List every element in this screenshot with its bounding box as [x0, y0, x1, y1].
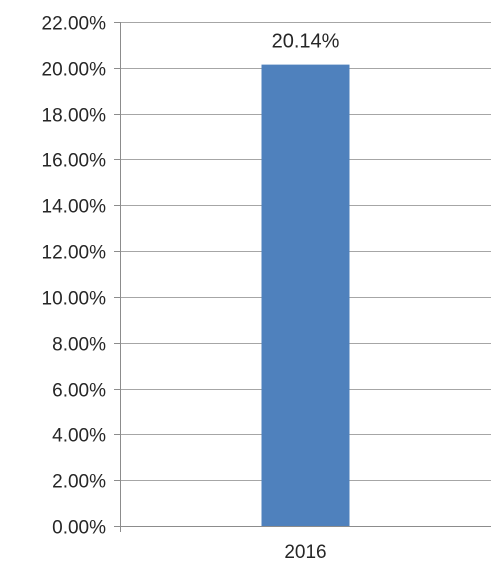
y-tick-label: 14.00% — [42, 197, 107, 218]
y-tick-label: 2.00% — [52, 472, 106, 493]
y-tick-label: 16.00% — [42, 151, 107, 172]
x-tick-label: 2016 — [284, 542, 326, 562]
y-tick-label: 22.00% — [42, 14, 107, 35]
axes — [114, 22, 491, 532]
y-tick-label: 12.00% — [42, 243, 107, 264]
y-tick-label: 10.00% — [42, 289, 107, 310]
y-tick-label: 0.00% — [52, 518, 106, 539]
bars — [261, 64, 350, 527]
labels: 0.00% 2.00% 4.00% 6.00% 8.00% 10.00% 12.00% 14.… — [42, 14, 340, 562]
data-label: 20.14% — [272, 31, 340, 53]
y-tick-label: 6.00% — [52, 381, 106, 402]
y-tick-label: 18.00% — [42, 106, 107, 127]
y-tick-label: 8.00% — [52, 335, 106, 356]
y-tick-label: 20.00% — [42, 60, 107, 81]
y-tick-label: 4.00% — [52, 426, 106, 447]
bar-2016 — [261, 64, 350, 527]
